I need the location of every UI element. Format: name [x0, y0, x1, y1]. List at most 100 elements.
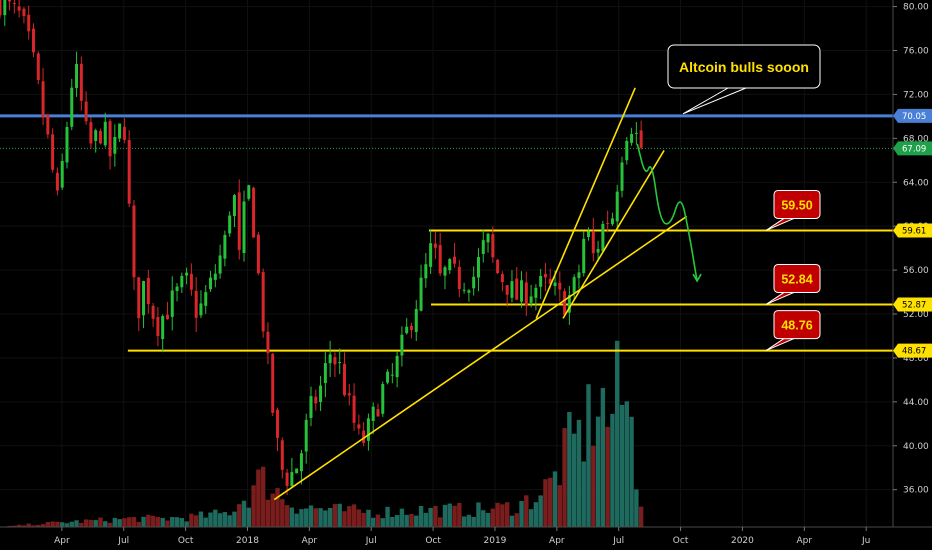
volume-bar — [528, 509, 534, 527]
volume-bar — [270, 493, 275, 527]
trendline — [535, 87, 636, 319]
candle-body — [103, 121, 107, 146]
volume-bar — [122, 518, 127, 527]
volume-bar — [12, 525, 17, 527]
time-axis[interactable]: Apr Jul Oct 2018 Apr Jul Oct 2019 Apr Jul Oct 2020 A… — [54, 527, 870, 546]
candle-body — [625, 140, 629, 161]
candle-body — [620, 162, 624, 191]
candle-body — [79, 63, 83, 101]
candle-body — [94, 130, 98, 141]
projection-arrowhead — [692, 273, 702, 283]
candle-body — [132, 205, 136, 278]
volume-bar — [50, 521, 55, 527]
volume-bar — [241, 500, 247, 527]
volume-bar — [31, 525, 36, 527]
candle-body — [213, 273, 217, 280]
time-axis-tick-label: 2020 — [731, 536, 754, 546]
candle-body — [261, 272, 265, 332]
candle-body — [639, 130, 643, 148]
volume-bar — [481, 510, 486, 527]
volume-bar — [385, 506, 390, 527]
volume-bar — [93, 520, 98, 527]
volume-bar — [356, 509, 362, 527]
volume-bar — [351, 504, 357, 527]
candle-body — [108, 121, 112, 157]
candle-body — [328, 354, 332, 364]
candle-body — [41, 81, 45, 118]
volume-bar — [567, 412, 572, 527]
volume-bar — [304, 508, 309, 527]
candle-body — [524, 282, 528, 306]
candle-body — [424, 264, 428, 279]
candle-body — [366, 418, 370, 441]
candle-body — [390, 374, 394, 376]
candle-body — [409, 325, 413, 331]
candle-body — [630, 133, 634, 143]
candle-body — [295, 468, 299, 474]
candle-body — [606, 222, 610, 224]
volume-bar — [179, 518, 185, 527]
candle-body — [414, 308, 418, 332]
volume-bar — [289, 507, 295, 527]
volume-bar — [337, 503, 342, 527]
volume-bar — [308, 505, 314, 527]
volume-bar — [514, 513, 519, 527]
volume-bar — [160, 517, 165, 527]
volume-bar — [174, 517, 180, 527]
annotation-box — [667, 44, 821, 89]
volume-bar — [294, 513, 299, 527]
volume-bar — [251, 485, 256, 527]
horizontal-levels — [0, 114, 893, 352]
candle-body — [27, 14, 31, 32]
volume-bar — [284, 505, 290, 527]
candle-body — [51, 134, 55, 170]
trendlines — [273, 87, 688, 501]
candle-body — [151, 305, 155, 319]
volume-bar — [380, 518, 385, 527]
price-axis-tick-label: 40.00 — [903, 442, 929, 452]
candle-body — [228, 215, 232, 234]
candle-body — [204, 292, 208, 306]
volume-bar — [64, 523, 70, 527]
volume-bar — [394, 514, 400, 527]
price-tag-label: 52.87 — [902, 300, 926, 310]
time-axis-tick-label: Oct — [425, 536, 441, 546]
candle-body — [319, 385, 323, 402]
price-axis-tick-label: 68.00 — [903, 134, 929, 144]
price-tag-label: 67.09 — [902, 144, 926, 154]
volume-bar — [237, 504, 242, 527]
candle-body — [601, 223, 605, 252]
volume-bar — [638, 506, 644, 527]
volume-bar — [423, 512, 429, 527]
time-axis-tick-label: 2019 — [484, 536, 507, 546]
candle-body — [558, 282, 562, 290]
candle-body — [290, 472, 294, 487]
price-axis-tick-label: 56.00 — [903, 266, 929, 276]
candle-body — [98, 130, 102, 144]
candle-body — [271, 353, 275, 413]
price-axis-tick-label: 48.00 — [903, 354, 929, 364]
candle-body — [199, 303, 203, 316]
volume-bar — [60, 522, 65, 527]
candle-body — [89, 122, 93, 144]
candle-body — [70, 87, 74, 127]
candle-body — [472, 276, 476, 289]
price-axis-tick-label: 72.00 — [903, 90, 929, 100]
candle-body — [189, 273, 193, 290]
candle-body — [591, 231, 595, 254]
candle-body — [371, 406, 375, 421]
candle-body — [634, 132, 638, 134]
callout-label: 59.50 — [781, 198, 812, 212]
price-axis-tick-label: 36.00 — [903, 486, 929, 496]
volume-bar — [126, 517, 132, 527]
volume-bar — [361, 512, 366, 527]
candle-body — [491, 234, 495, 258]
volume-bar — [332, 504, 338, 527]
volume-bar — [409, 513, 414, 527]
volume-bar — [433, 505, 438, 527]
candle-body — [357, 424, 361, 429]
candle-body — [572, 277, 576, 293]
time-axis-tick-label: 2018 — [236, 536, 259, 546]
candle-body — [405, 326, 409, 334]
